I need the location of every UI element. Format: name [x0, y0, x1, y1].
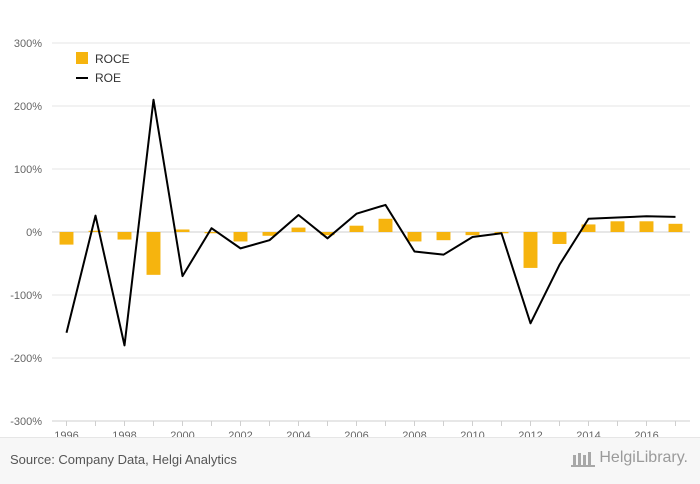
y-tick-label: 200%: [14, 101, 42, 113]
roce-bar: [610, 221, 625, 232]
roce-bar: [320, 232, 335, 236]
roce-bar: [552, 232, 567, 244]
legend-roce-label: ROCE: [95, 52, 130, 66]
y-tick-label: 300%: [14, 38, 42, 50]
roce-bar: [175, 229, 190, 232]
roce-bar: [291, 227, 306, 232]
y-tick-label: 100%: [14, 164, 42, 176]
roce-bar: [436, 232, 451, 241]
roce-bar: [146, 232, 161, 275]
roce-bar: [88, 230, 103, 232]
roce-bars: [59, 218, 683, 275]
library-building-icon: [571, 449, 596, 467]
roce-bar: [407, 232, 422, 242]
logo-text: HelgiLibrary.: [599, 449, 688, 466]
roce-bar: [233, 232, 248, 242]
roce-bar: [378, 218, 393, 232]
roce-bar: [465, 232, 480, 236]
roce-bar: [349, 225, 364, 232]
roce-bar: [204, 232, 219, 234]
legend-roe-label: ROE: [95, 71, 121, 85]
roce-bar: [262, 232, 277, 236]
y-tick-label: -300%: [10, 416, 42, 428]
roce-bar: [668, 223, 683, 232]
roe-line: [65, 98, 676, 347]
roce-bar: [639, 221, 654, 232]
legend-roce-swatch: [76, 52, 88, 64]
y-axis: -300% -200% -100% 0% 100% 200% 300%: [10, 38, 42, 428]
roe-line-path: [65, 98, 676, 347]
helgi-library-logo: HelgiLibrary.: [571, 449, 688, 467]
y-tick-label: -200%: [10, 353, 42, 365]
roce-bar: [59, 232, 74, 245]
legend: ROCE ROE: [76, 52, 130, 85]
roce-bar: [523, 232, 538, 268]
y-tick-label: -100%: [10, 290, 42, 302]
y-tick-label: 0%: [26, 227, 42, 239]
roce-bar: [581, 224, 596, 232]
roce-bar: [117, 232, 132, 240]
source-text: Source: Company Data, Helgi Analytics: [10, 452, 237, 467]
footer: Source: Company Data, Helgi Analytics He…: [0, 437, 700, 484]
